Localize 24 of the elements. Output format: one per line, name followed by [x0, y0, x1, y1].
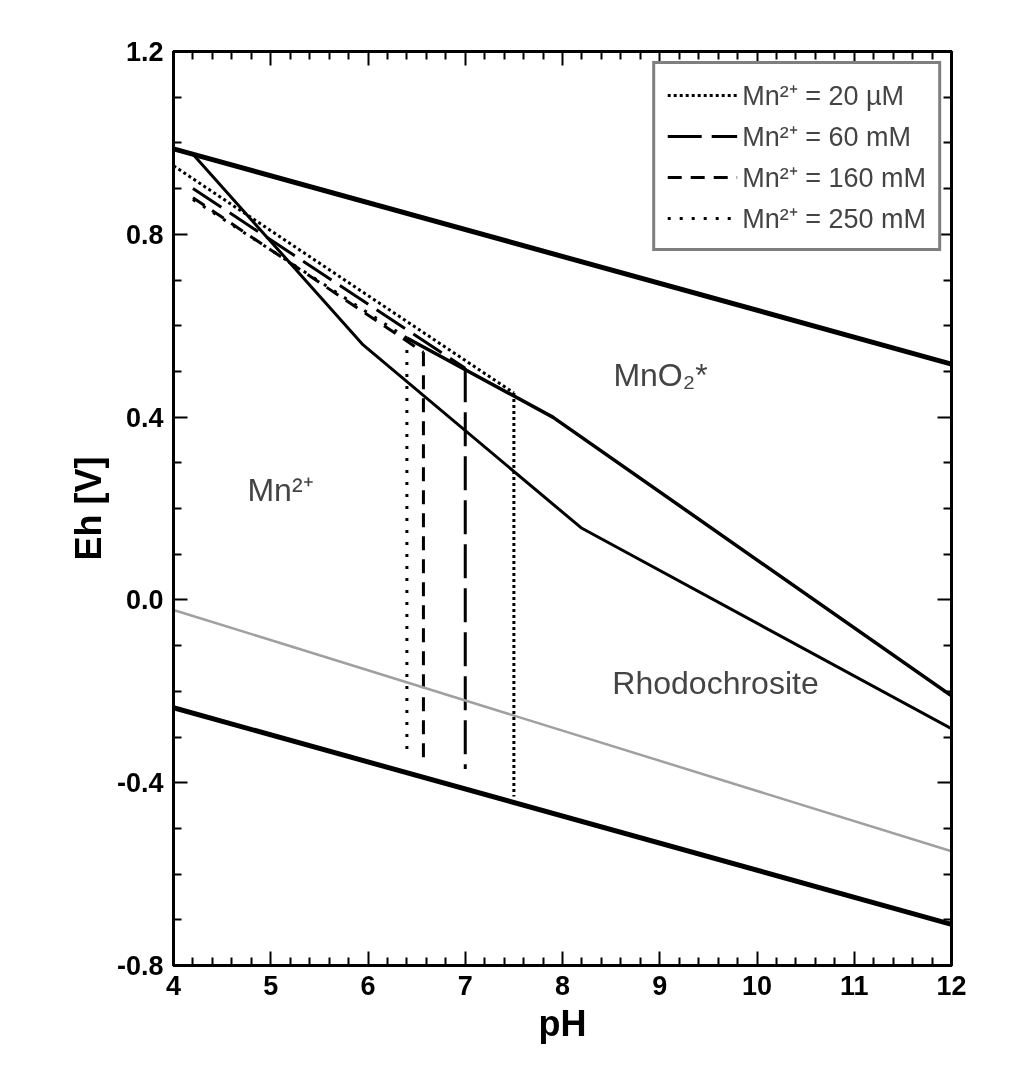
- y-tick-label: 0.0: [125, 585, 164, 616]
- legend-label: Mn²⁺ = 20 µM: [742, 80, 905, 113]
- annotation: Rhodochrosite: [612, 664, 819, 701]
- y-tick-label: 0.4: [125, 402, 164, 433]
- x-tick-label: 5: [263, 970, 279, 1001]
- x-tick-label: 8: [554, 970, 571, 1001]
- y-tick-label: 0.8: [125, 219, 164, 250]
- x-tick-label: 7: [457, 970, 473, 1001]
- annotation: Mn²⁺: [247, 471, 314, 508]
- x-tick-label: 9: [652, 970, 668, 1001]
- x-tick-label: 12: [936, 970, 967, 1001]
- annotation: MnO₂*: [613, 356, 708, 393]
- x-tick-label: 4: [165, 970, 182, 1001]
- x-tick-label: 10: [741, 970, 773, 1001]
- y-tick-label: -0.8: [116, 951, 164, 981]
- x-tick-label: 11: [839, 970, 869, 1001]
- legend-label: Mn²⁺ = 60 mM: [742, 121, 911, 154]
- y-axis-title: Eh [V]: [67, 456, 109, 561]
- legend-label: Mn²⁺ = 250 mM: [742, 203, 926, 236]
- y-tick-label: -0.4: [116, 768, 164, 799]
- y-tick-label: 1.2: [125, 37, 164, 67]
- x-tick-label: 6: [360, 970, 376, 1001]
- legend-label: Mn²⁺ = 160 mM: [742, 162, 926, 195]
- x-axis-title: pH: [538, 1002, 587, 1044]
